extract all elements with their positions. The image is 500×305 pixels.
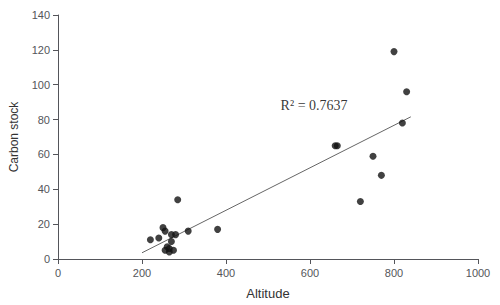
svg-text:400: 400 [217,267,235,279]
svg-text:60: 60 [38,148,50,160]
svg-text:0: 0 [44,253,50,265]
svg-text:80: 80 [38,114,50,126]
svg-text:0: 0 [55,267,61,279]
svg-text:800: 800 [385,267,403,279]
svg-text:R² = 0.7637: R² = 0.7637 [281,98,348,113]
svg-text:140: 140 [32,9,50,21]
svg-text:200: 200 [133,267,151,279]
svg-text:Carbon stock: Carbon stock [7,101,21,173]
svg-text:20: 20 [38,218,50,230]
svg-text:600: 600 [301,267,319,279]
svg-text:100: 100 [32,79,50,91]
svg-text:40: 40 [38,183,50,195]
svg-text:1000: 1000 [466,267,490,279]
svg-text:120: 120 [32,44,50,56]
svg-text:Altitude: Altitude [246,286,289,301]
